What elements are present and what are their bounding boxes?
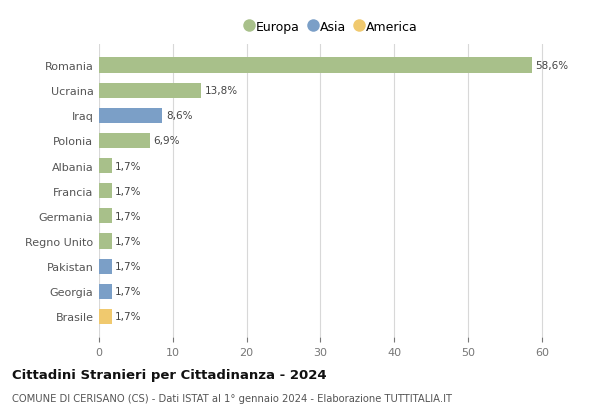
Text: COMUNE DI CERISANO (CS) - Dati ISTAT al 1° gennaio 2024 - Elaborazione TUTTITALI: COMUNE DI CERISANO (CS) - Dati ISTAT al … xyxy=(12,393,452,403)
Text: 1,7%: 1,7% xyxy=(115,261,142,272)
Text: 58,6%: 58,6% xyxy=(535,61,568,71)
Bar xyxy=(99,83,201,99)
Text: 6,9%: 6,9% xyxy=(154,136,180,146)
Bar xyxy=(99,234,112,249)
Text: 1,7%: 1,7% xyxy=(115,186,142,196)
Bar xyxy=(99,58,532,73)
Bar xyxy=(99,133,150,148)
Text: Cittadini Stranieri per Cittadinanza - 2024: Cittadini Stranieri per Cittadinanza - 2… xyxy=(12,369,326,381)
Bar xyxy=(99,184,112,199)
Legend: Europa, Asia, America: Europa, Asia, America xyxy=(241,16,422,39)
Text: 13,8%: 13,8% xyxy=(205,86,238,96)
Text: 8,6%: 8,6% xyxy=(166,111,193,121)
Bar xyxy=(99,309,112,324)
Text: 1,7%: 1,7% xyxy=(115,312,142,321)
Bar xyxy=(99,209,112,224)
Text: 1,7%: 1,7% xyxy=(115,211,142,221)
Text: 1,7%: 1,7% xyxy=(115,236,142,246)
Bar xyxy=(99,259,112,274)
Bar xyxy=(99,159,112,174)
Bar xyxy=(99,108,163,124)
Text: 1,7%: 1,7% xyxy=(115,287,142,297)
Bar xyxy=(99,284,112,299)
Text: 1,7%: 1,7% xyxy=(115,161,142,171)
